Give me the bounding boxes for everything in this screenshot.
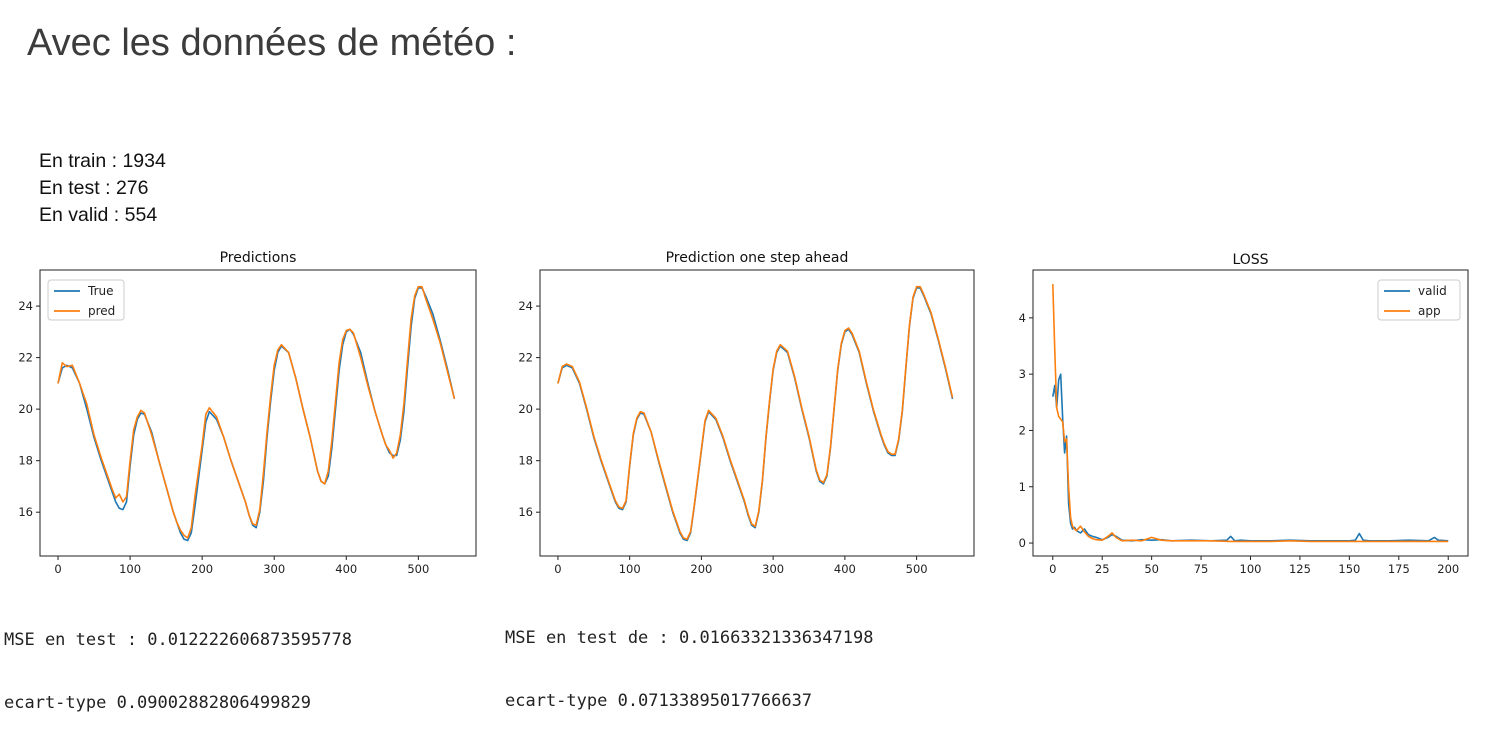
x-tick-label: 0 [554, 562, 561, 576]
x-tick-label: 175 [1388, 562, 1410, 576]
chart-0: Predictions 0 100 200 300 400 500 16 18 20 22 24 Tru… [18, 250, 477, 576]
dataset-counts: En train : 1934 En test : 276 En valid :… [39, 148, 166, 229]
x-tick-label: 125 [1289, 562, 1311, 576]
y-tick-label: 16 [518, 505, 533, 519]
chart-1: Prediction one step ahead 0 100 200 300 400 50… [518, 250, 975, 576]
osa-std: ecart-type 0.07133895017766637 [505, 691, 813, 711]
series-line-0 [1052, 373, 1449, 542]
osa-mse: MSE en test de : 0.01663321336347198 [505, 628, 874, 648]
y-tick-label: 0 [1019, 536, 1026, 550]
x-tick-label: 300 [762, 562, 784, 576]
x-tick-label: 0 [1049, 562, 1056, 576]
pred-std: ecart-type 0.09002882806499829 [4, 693, 312, 713]
y-tick-label: 20 [18, 402, 33, 416]
x-tick-label: 0 [54, 562, 61, 576]
valid-count: En valid : 554 [39, 204, 158, 226]
y-tick-label: 22 [18, 351, 33, 365]
x-tick-label: 200 [690, 562, 712, 576]
y-tick-label: 4 [1019, 311, 1026, 325]
series-line-1 [557, 285, 954, 541]
test-count: En test : 276 [39, 177, 149, 199]
y-tick-label: 2 [1019, 423, 1026, 437]
legend-label: True [87, 284, 114, 298]
y-tick-label: 18 [518, 454, 533, 468]
x-tick-label: 25 [1095, 562, 1110, 576]
train-count: En train : 1934 [39, 150, 166, 172]
x-tick-label: 150 [1338, 562, 1360, 576]
x-tick-label: 500 [407, 562, 429, 576]
x-tick-label: 100 [1240, 562, 1262, 576]
chart-title: Predictions [220, 250, 297, 266]
y-tick-label: 1 [1019, 480, 1026, 494]
legend-box [1377, 279, 1461, 321]
y-tick-label: 3 [1019, 367, 1026, 381]
y-tick-label: 24 [518, 299, 533, 313]
slide-title: Avec les données de météo : [27, 22, 517, 64]
plot-frame [539, 269, 975, 557]
legend: valid app [1377, 279, 1461, 321]
chart-title: LOSS [1232, 252, 1268, 268]
x-tick-label: 100 [619, 562, 641, 576]
legend: True pred [47, 279, 125, 321]
y-tick-label: 18 [18, 454, 33, 468]
y-tick-label: 24 [18, 299, 33, 313]
x-tick-label: 200 [1437, 562, 1459, 576]
y-tick-label: 16 [18, 505, 33, 519]
x-tick-label: 500 [906, 562, 928, 576]
y-tick-label: 22 [518, 351, 533, 365]
chart-2: LOSS 0 25 50 75 100 125 150 175 200 0 1 2 3 4 valid app [1019, 252, 1469, 576]
x-tick-label: 200 [191, 562, 213, 576]
legend-label: valid [1418, 284, 1447, 298]
osa-stats: MSE en test de : 0.01663321336347198 eca… [505, 586, 873, 733]
x-tick-label: 300 [263, 562, 285, 576]
legend-label: pred [88, 304, 115, 318]
y-tick-label: 20 [518, 402, 533, 416]
series-line-1 [57, 285, 456, 539]
x-tick-label: 50 [1144, 562, 1159, 576]
x-tick-label: 400 [834, 562, 856, 576]
series-line-0 [57, 287, 456, 542]
chart-title: Prediction one step ahead [666, 250, 849, 266]
x-tick-label: 400 [335, 562, 357, 576]
pred-stats: MSE en test : 0.012222606873595778 ecart… [4, 588, 352, 735]
pred-mse: MSE en test : 0.012222606873595778 [4, 630, 352, 650]
legend-label: app [1418, 304, 1441, 318]
series-line-1 [1052, 284, 1449, 543]
x-tick-label: 100 [119, 562, 141, 576]
plot-frame [39, 269, 477, 557]
x-tick-label: 75 [1194, 562, 1209, 576]
legend-box [47, 279, 125, 321]
